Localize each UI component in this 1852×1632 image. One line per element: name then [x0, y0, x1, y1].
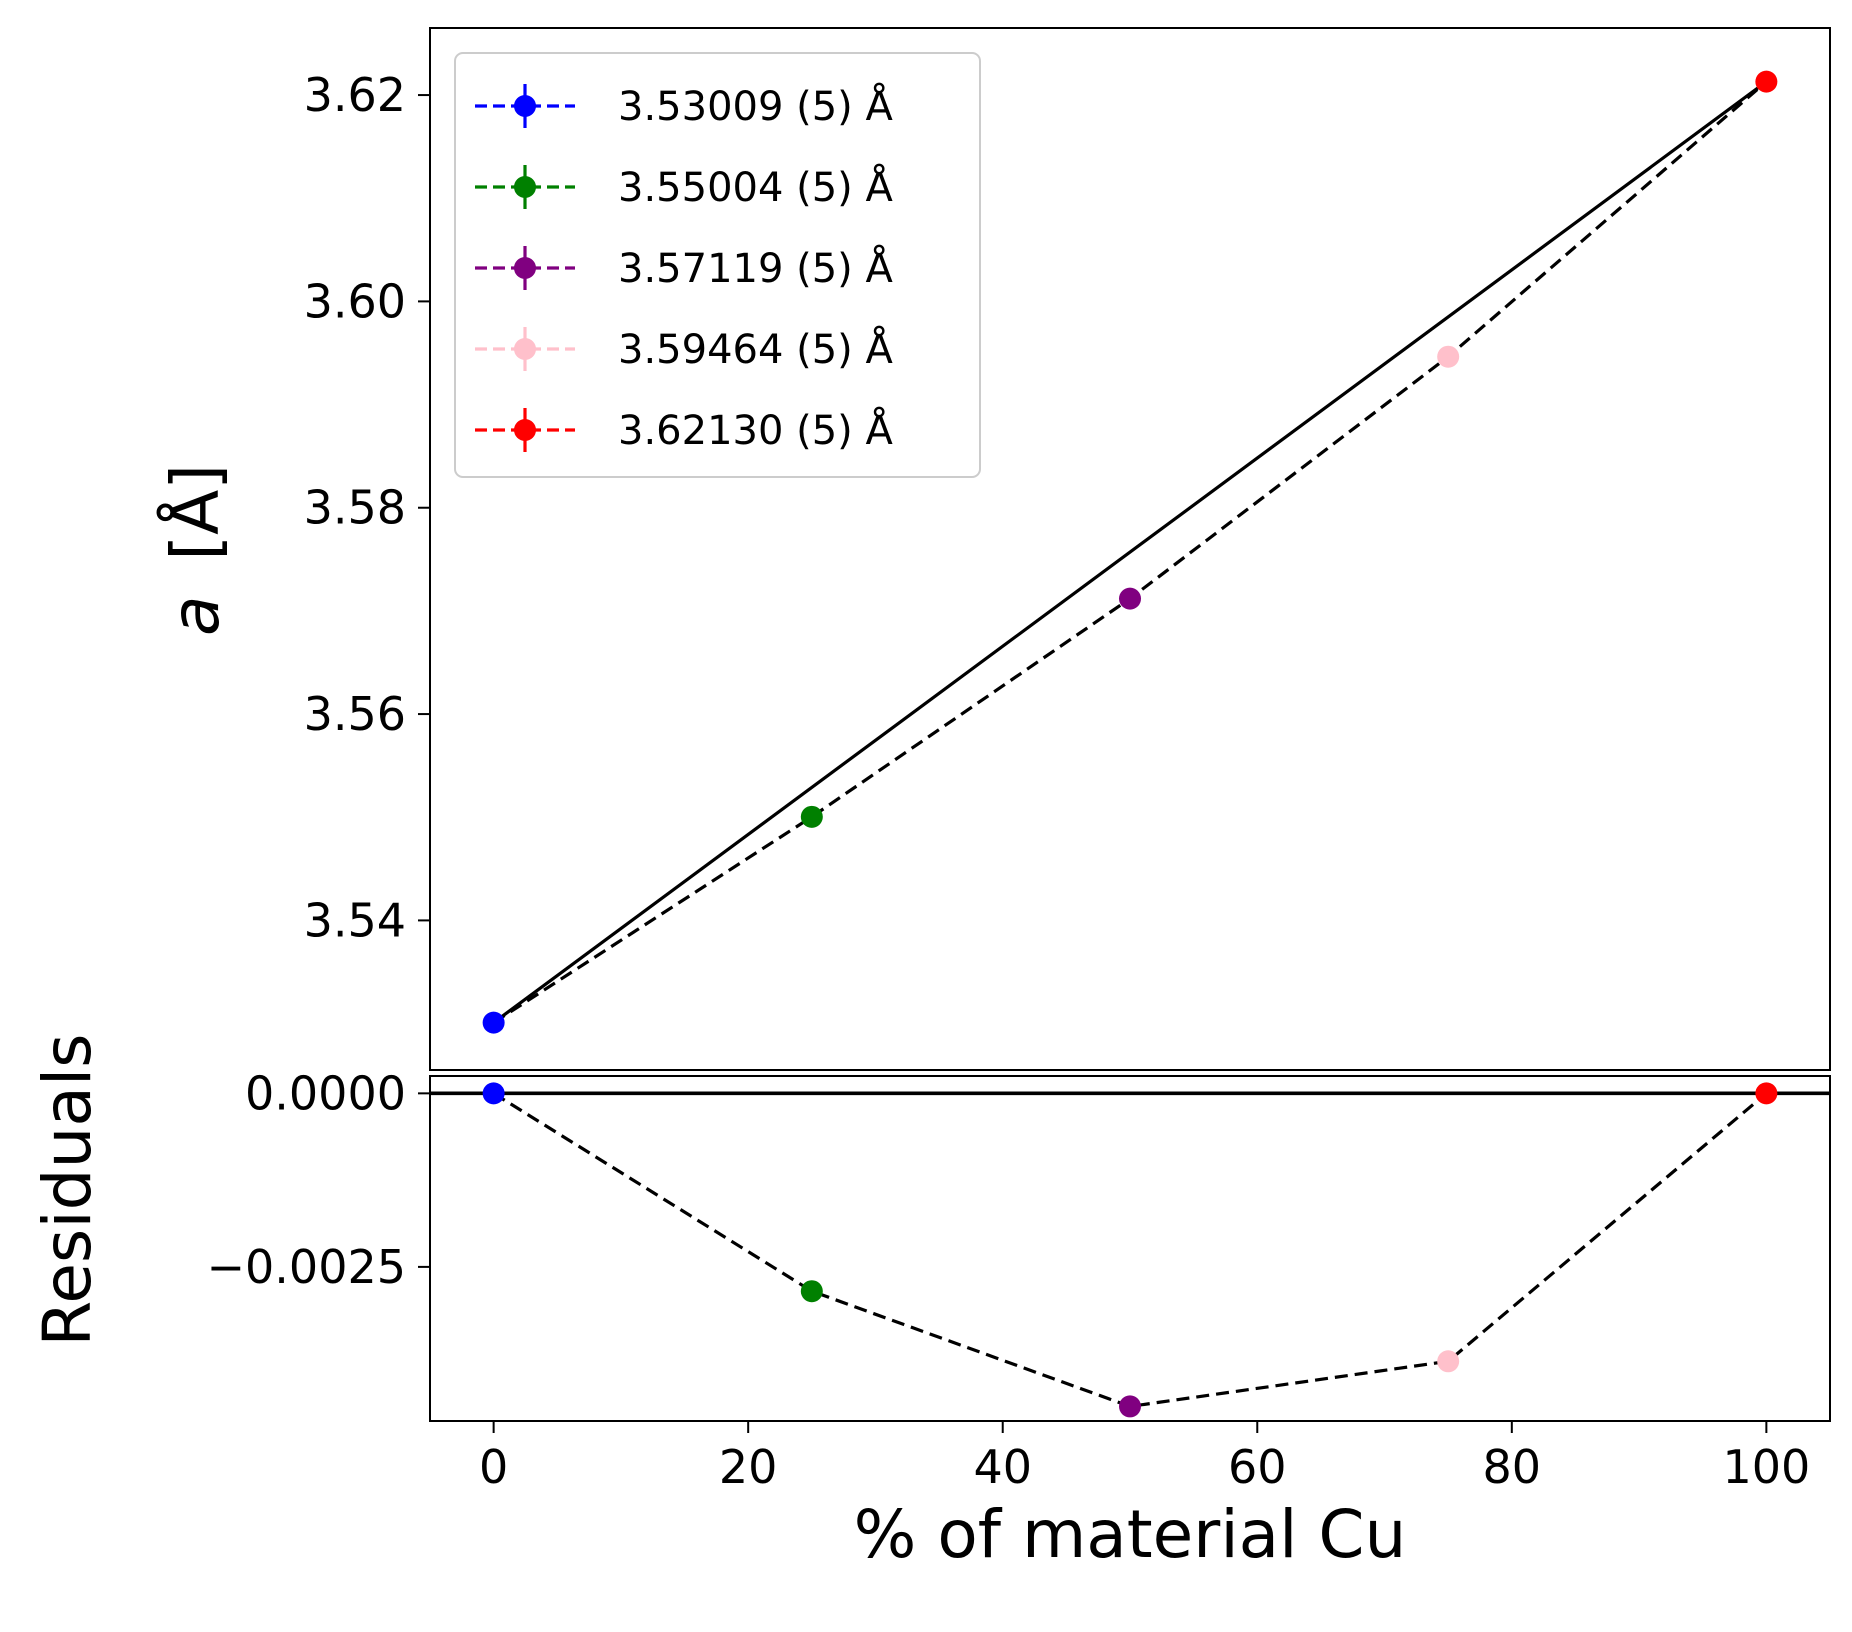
legend-label-0: 3.53009 (5) Å [618, 82, 894, 130]
x-tick-label-4: 80 [1483, 1440, 1542, 1494]
residuals-plot-frame [429, 1075, 1831, 1422]
main-point-0 [482, 1011, 505, 1034]
main-point-3 [1437, 345, 1460, 368]
x-axis-ticks: 0 20 40 60 80 100 [479, 1421, 1810, 1494]
main-y-tick-label-1: 3.56 [304, 687, 406, 741]
residuals-point-1 [800, 1280, 823, 1303]
x-tick-label-1: 20 [719, 1440, 778, 1494]
residuals-point-2 [1119, 1395, 1141, 1418]
main-point-2 [1119, 587, 1141, 610]
x-tick-label-0: 0 [479, 1440, 508, 1494]
x-axis-title: % of material Cu [854, 1496, 1407, 1573]
legend-swatch-marker-2 [514, 257, 536, 279]
main-y-axis-ticks: 3.54 3.56 3.58 3.60 3.62 [304, 68, 430, 947]
residuals-y-tick-label-0: 0.0000 [245, 1066, 406, 1120]
residuals-panel: 0.0000 −0.0025 0 20 40 60 80 100 Residuals % o… [29, 1033, 1831, 1573]
main-y-tick-label-3: 3.60 [304, 274, 406, 328]
residuals-y-axis-title: Residuals [29, 1033, 106, 1346]
main-y-axis-variable: a [157, 596, 234, 636]
x-tick-label-3: 60 [1228, 1440, 1287, 1494]
main-y-tick-label-2: 3.58 [304, 481, 406, 535]
legend-items: 3.53009 (5) Å 3.55004 (5) Å 3.57119 (5) Å 3… [475, 82, 894, 454]
legend-entry-0: 3.53009 (5) Å [475, 82, 894, 130]
main-reference-line [492, 80, 1768, 1024]
main-plot-frame [429, 27, 1831, 1071]
legend-swatch-marker-0 [514, 95, 536, 117]
residuals-y-tick-label-1: −0.0025 [207, 1240, 407, 1294]
legend-entry-3: 3.59464 (5) Å [475, 325, 894, 373]
main-plot-marks [482, 70, 1778, 1034]
main-y-axis-title: a [Å] [157, 464, 234, 636]
main-point-1 [800, 805, 823, 828]
main-y-axis-unit: [Å] [157, 464, 234, 561]
x-tick-label-2: 40 [973, 1440, 1032, 1494]
legend-label-3: 3.59464 (5) Å [618, 325, 894, 373]
main-panel: 3.54 3.56 3.58 3.60 3.62 a [Å] 3.53009 (5) Å… [157, 27, 1831, 1071]
residuals-point-0 [482, 1082, 505, 1105]
legend-label-4: 3.62130 (5) Å [618, 406, 894, 454]
main-y-tick-label-4: 3.62 [304, 68, 406, 122]
legend-entry-1: 3.55004 (5) Å [475, 163, 894, 211]
x-tick-label-5: 100 [1722, 1440, 1810, 1494]
legend-label-1: 3.55004 (5) Å [618, 163, 894, 211]
legend-swatch-marker-1 [514, 176, 536, 198]
legend-entry-4: 3.62130 (5) Å [475, 406, 894, 454]
residuals-y-axis-ticks: 0.0000 −0.0025 [207, 1066, 430, 1294]
main-point-4 [1755, 70, 1778, 93]
main-y-tick-label-0: 3.54 [304, 893, 406, 947]
legend-entry-2: 3.57119 (5) Å [475, 244, 894, 292]
legend: 3.53009 (5) Å 3.55004 (5) Å 3.57119 (5) Å 3… [454, 52, 981, 478]
legend-frame [454, 52, 981, 478]
residuals-point-4 [1755, 1082, 1778, 1105]
legend-label-2: 3.57119 (5) Å [618, 244, 894, 292]
residuals-point-3 [1437, 1350, 1460, 1373]
residuals-plot-marks [430, 1082, 1830, 1418]
legend-swatch-marker-3 [514, 338, 536, 360]
legend-swatch-marker-4 [514, 419, 536, 441]
residuals-dashed-line [492, 1091, 1768, 1409]
